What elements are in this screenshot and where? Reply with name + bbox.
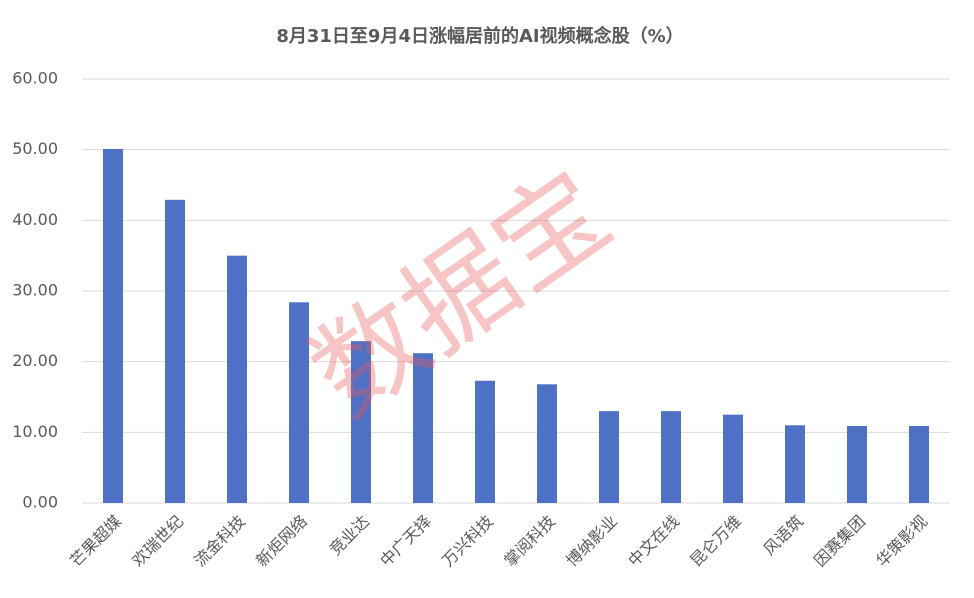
watermark: 数据宝 <box>289 147 633 441</box>
bar <box>103 148 123 503</box>
bar <box>847 425 867 503</box>
bar <box>909 425 929 503</box>
y-tick-label: 10.00 <box>12 422 58 441</box>
bar <box>599 411 619 503</box>
bar <box>413 353 433 503</box>
y-tick-label: 40.00 <box>12 210 58 229</box>
x-tick-label: 芒果超媒 <box>66 512 125 571</box>
x-tick-label: 欢瑞世纪 <box>128 512 187 571</box>
x-tick-label: 流金科技 <box>190 512 249 571</box>
bar <box>351 341 371 503</box>
bar <box>289 302 309 503</box>
x-tick-label: 风语筑 <box>760 512 807 559</box>
bar <box>475 380 495 503</box>
bar <box>227 255 247 503</box>
bar <box>165 199 185 503</box>
x-tick-label: 万兴科技 <box>438 512 497 571</box>
y-tick-label: 0.00 <box>22 493 58 512</box>
x-tick-label: 中广天择 <box>376 512 435 571</box>
bar <box>723 414 743 503</box>
x-tick-label: 华策影视 <box>872 512 931 571</box>
y-tick-label: 30.00 <box>12 281 58 300</box>
x-tick-label: 因赛集团 <box>810 512 869 571</box>
x-tick-label: 中文在线 <box>624 512 683 571</box>
chart-title: 8月31日至9月4日涨幅居前的AI视频概念股（%） <box>276 25 683 47</box>
x-tick-label: 博纳影业 <box>562 512 621 571</box>
x-tick-label: 昆仑万维 <box>686 512 745 571</box>
bar <box>661 411 681 503</box>
y-tick-label: 50.00 <box>12 139 58 158</box>
x-tick-label: 掌阅科技 <box>500 512 559 571</box>
y-tick-label: 20.00 <box>12 351 58 370</box>
bar <box>785 425 805 503</box>
bar <box>537 384 557 503</box>
y-tick-label: 60.00 <box>12 69 58 88</box>
x-tick-label: 竞业达 <box>326 512 373 559</box>
x-tick-label: 新炬网络 <box>252 512 311 571</box>
